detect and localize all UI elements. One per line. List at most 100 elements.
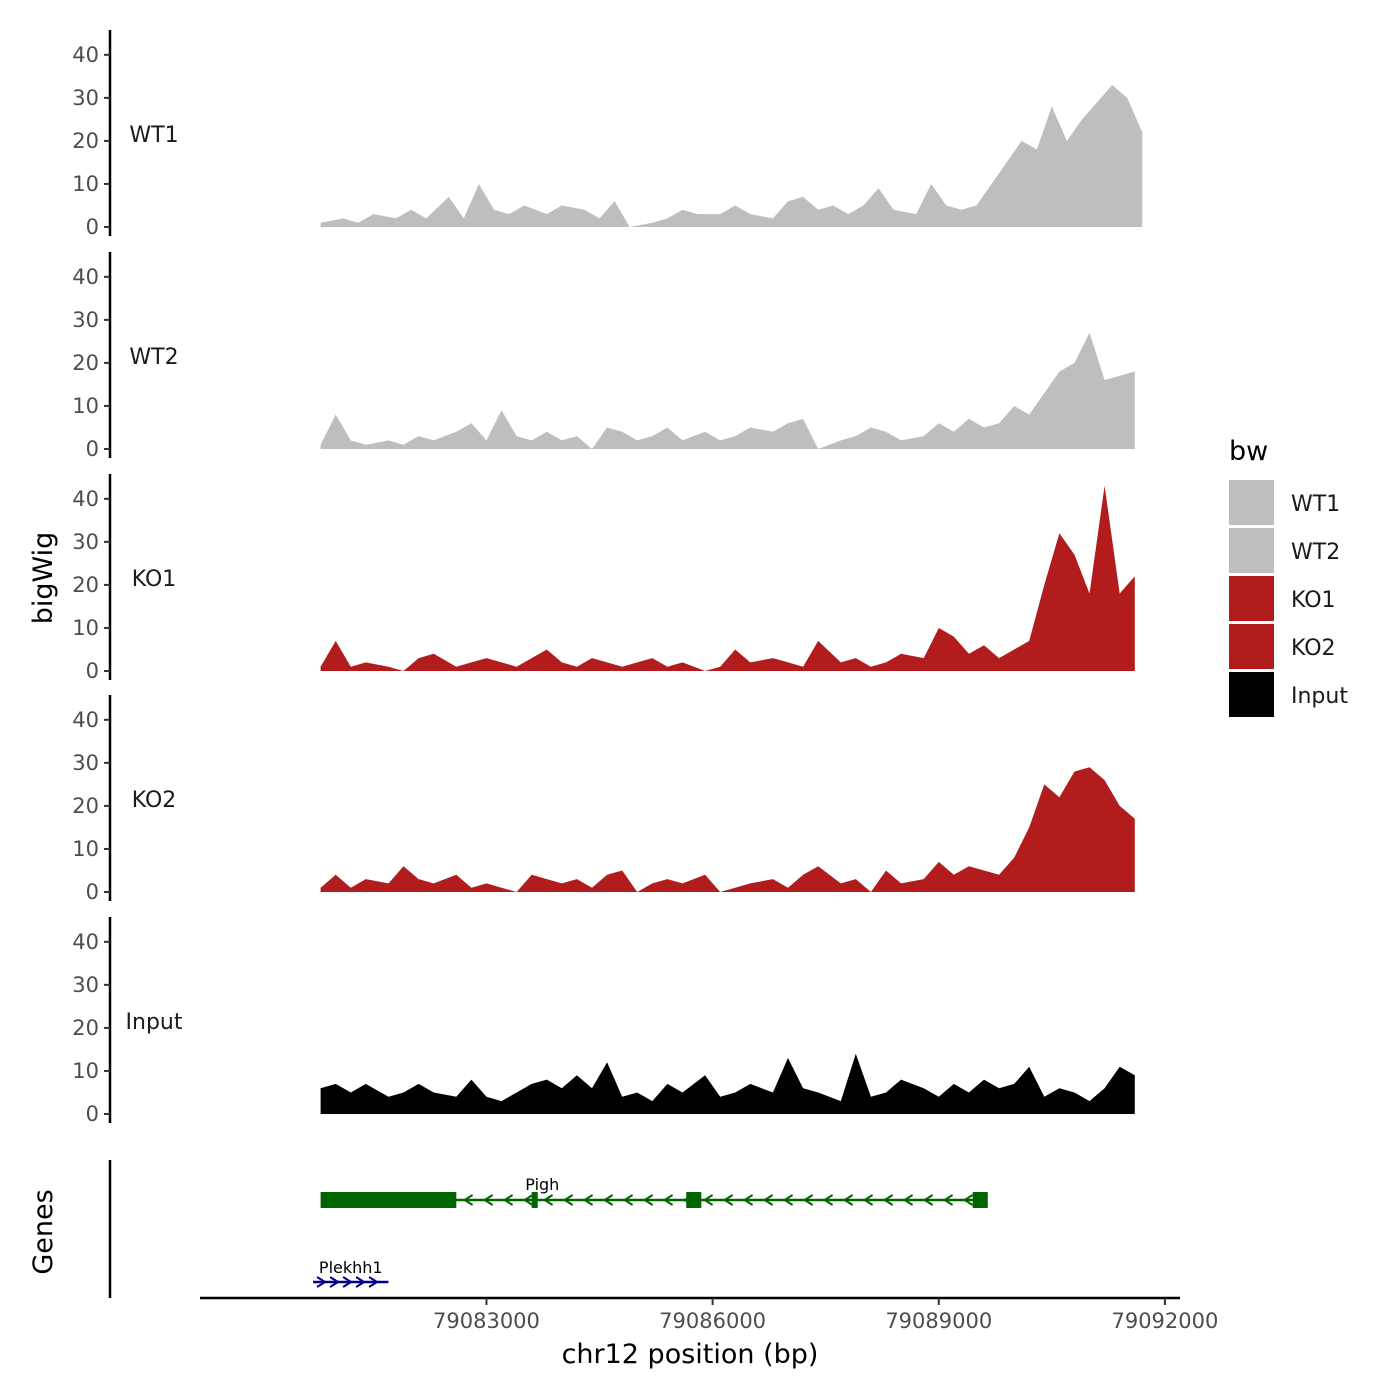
genes-axis-title: Genes [28,1189,59,1274]
legend-swatch [1229,528,1274,573]
gene-Plekhh1: Plekhh1 [313,1258,389,1288]
strand-arrow [762,1194,774,1206]
signal-area-KO1 [320,485,1135,671]
y-tick-label: 20 [72,573,99,597]
y-tick-label: 30 [72,973,99,997]
y-tick-label: 0 [86,1102,99,1126]
y-tick-label: 10 [72,1059,99,1083]
y-tick-label: 0 [86,659,99,683]
strand-arrow [882,1194,894,1206]
strand-arrow [942,1194,954,1206]
strand-arrow [562,1194,574,1206]
y-tick-label: 10 [72,616,99,640]
track-panel-KO1: 0 10 20 30 40 KO1 [72,474,1135,683]
gene-annotation-panel: Pigh Plekhh1 [108,1160,988,1298]
gene-label-Pigh: Pigh [525,1175,559,1194]
signal-area-Input [320,1053,1135,1114]
y-tick-label: 20 [72,351,99,375]
signal-area-WT1 [320,85,1143,227]
track-panel-WT2: 0 10 20 30 40 WT2 [72,252,1135,461]
y-tick-label: 30 [72,530,99,554]
strand-arrow [462,1194,474,1206]
strand-arrow [742,1194,754,1206]
x-tick-label: 79086000 [659,1309,766,1333]
y-tick-label: 30 [72,308,99,332]
track-label-WT1: WT1 [129,123,178,148]
strand-arrow [782,1194,794,1206]
y-tick-label: 10 [72,837,99,861]
y-tick-label: 40 [72,43,99,67]
strand-arrow [482,1194,494,1206]
track-label-WT2: WT2 [129,345,178,370]
strand-arrow [355,1276,366,1288]
strand-arrow [902,1194,914,1206]
x-axis-title: chr12 position (bp) [562,1339,819,1370]
legend-swatch [1229,576,1274,621]
legend-label: Input [1291,684,1348,709]
legend-item-Input: Input [1229,672,1348,717]
x-tick-label: 79092000 [1111,1309,1218,1333]
y-tick-label: 0 [86,880,99,904]
strand-arrow [582,1194,594,1206]
gene-Pigh: Pigh [320,1175,988,1208]
y-tick-label: 20 [72,1016,99,1040]
legend-swatch [1229,480,1274,525]
strand-arrow [368,1276,379,1288]
legend-item-WT2: WT2 [1229,528,1340,573]
strand-arrow [962,1194,974,1206]
strand-arrow [329,1276,340,1288]
track-panel-Input: 0 10 20 30 40 Input [72,917,1135,1126]
strand-arrow [522,1194,534,1206]
strand-arrow [842,1194,854,1206]
x-tick-label: 79089000 [885,1309,992,1333]
strand-arrow [622,1194,634,1206]
y-tick-label: 40 [72,265,99,289]
track-panel-WT1: 0 10 20 30 40 WT1 [72,30,1143,239]
y-tick-label: 10 [72,394,99,418]
gene-exon [972,1192,988,1208]
y-tick-label: 20 [72,794,99,818]
legend-label: WT1 [1291,492,1340,517]
y-tick-label: 0 [86,437,99,461]
legend-title: bw [1229,436,1268,467]
strand-arrow [342,1276,353,1288]
strand-arrow [542,1194,554,1206]
strand-arrow [502,1194,514,1206]
track-panels: 0 10 20 30 40 WT1 0 10 20 30 40 WT2 0 10 20 30 40 KO1 0 10 2… [72,30,1143,1126]
legend-item-KO1: KO1 [1229,576,1336,621]
legend-label: KO2 [1291,636,1336,661]
strand-arrow [862,1194,874,1206]
strand-arrow [722,1194,734,1206]
y-tick-label: 30 [72,86,99,110]
x-axis: 79083000 79086000 79089000 79092000 [200,1296,1218,1333]
strand-arrow [602,1194,614,1206]
track-label-KO2: KO2 [132,788,177,813]
strand-arrow [802,1194,814,1206]
gene-exon [320,1192,457,1208]
strand-arrow [642,1194,654,1206]
y-axis-title: bigWig [28,532,59,625]
strand-arrow [702,1194,714,1206]
legend-label: WT2 [1291,540,1340,565]
legend-swatch [1229,672,1274,717]
legend-item-KO2: KO2 [1229,624,1336,669]
gene-exon [531,1192,538,1208]
track-panel-KO2: 0 10 20 30 40 KO2 [72,695,1135,904]
legend-item-WT1: WT1 [1229,480,1340,525]
gene-exon [686,1192,702,1208]
track-label-KO1: KO1 [132,567,177,592]
strand-arrow [316,1276,327,1288]
signal-area-WT2 [320,332,1135,449]
track-label-Input: Input [126,1010,183,1035]
strand-arrow [822,1194,834,1206]
y-tick-label: 30 [72,751,99,775]
gene-label-Plekhh1: Plekhh1 [319,1258,383,1277]
y-tick-label: 40 [72,487,99,511]
y-tick-label: 20 [72,129,99,153]
strand-arrow [662,1194,674,1206]
strand-arrow [922,1194,934,1206]
legend-label: KO1 [1291,588,1336,613]
legend: WT1 WT2 KO1 KO2 Input [1229,480,1348,717]
y-tick-label: 10 [72,172,99,196]
